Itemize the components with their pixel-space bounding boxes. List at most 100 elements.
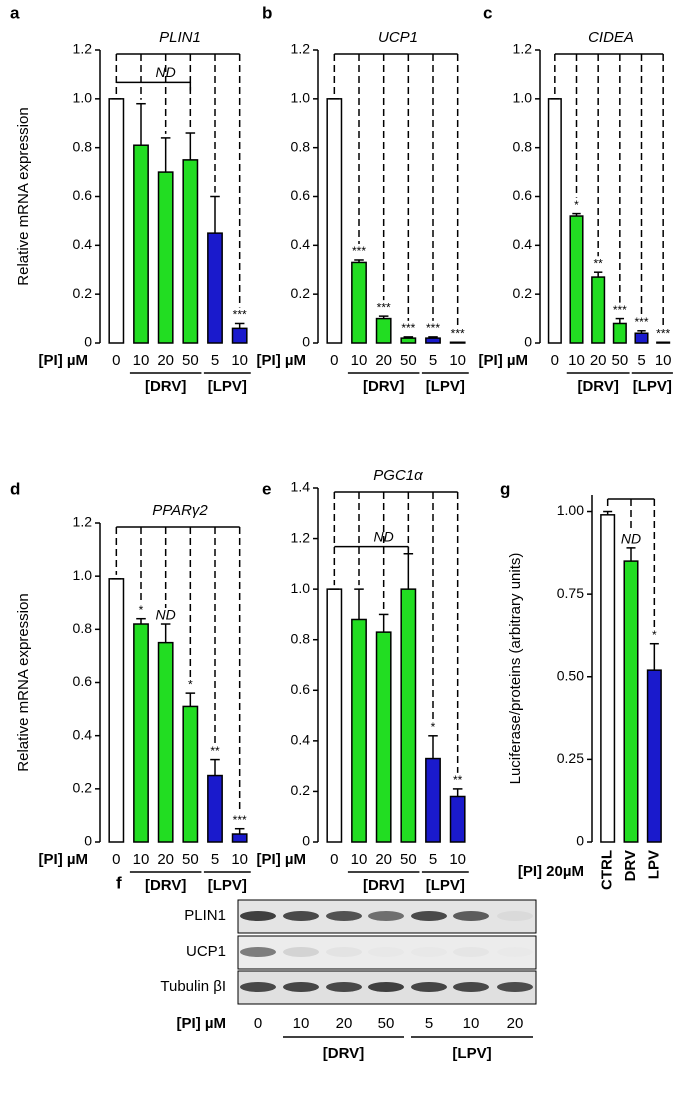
band	[411, 982, 447, 992]
x-axis-label: [PI] µM	[257, 352, 306, 369]
bar	[207, 774, 223, 843]
panel-letter: f	[116, 873, 122, 892]
y-axis-label: Relative mRNA expression	[15, 107, 32, 285]
panel-letter: g	[500, 479, 510, 498]
y-tick-label: 1.0	[291, 580, 311, 596]
band	[411, 947, 447, 957]
band	[326, 982, 362, 992]
significance-label: ***	[613, 303, 627, 317]
x-axis-label: [PI] µM	[257, 851, 306, 868]
bar	[449, 795, 466, 843]
y-axis-label: Luciferase/proteins (arbitrary units)	[507, 553, 524, 785]
x-tick-label: 5	[211, 851, 219, 868]
bar	[600, 514, 616, 843]
bar	[547, 98, 562, 344]
group-label: [LPV]	[426, 378, 465, 395]
x-tick-label: 10	[351, 851, 368, 868]
x-tick-label: 10	[231, 851, 248, 868]
y-tick-label: 1.2	[291, 41, 311, 57]
y-tick-label: 0.2	[73, 285, 93, 301]
y-tick-label: 0.25	[557, 750, 584, 766]
significance-label: *	[139, 603, 144, 617]
x-tick-label: 5	[429, 352, 437, 369]
x-tick-label: 0	[330, 352, 338, 369]
x-tick-label: 10	[133, 851, 150, 868]
x-tick-label: 10	[449, 352, 466, 369]
chart-title: CIDEA	[588, 29, 634, 46]
x-tick-label: 10	[449, 851, 466, 868]
bar	[157, 641, 174, 843]
chart-title: PLIN1	[159, 29, 201, 46]
band	[411, 911, 447, 921]
x-axis-label: [PI] µM	[39, 352, 88, 369]
y-tick-label: 0.8	[73, 138, 93, 154]
significance-label: ***	[352, 244, 366, 258]
band	[497, 911, 533, 921]
group-label: [DRV]	[145, 877, 186, 894]
significance-label: *	[188, 677, 193, 691]
y-tick-label: 0.2	[291, 782, 311, 798]
y-tick-label: 0.2	[73, 780, 93, 796]
band	[326, 947, 362, 957]
significance-label: *	[652, 628, 657, 642]
bar	[400, 337, 417, 344]
band	[368, 911, 404, 921]
x-tick-label: 0	[112, 851, 120, 868]
bar	[400, 588, 417, 843]
significance-label: ***	[634, 315, 648, 329]
panel-letter: c	[483, 3, 492, 22]
x-tick-label: 50	[182, 352, 199, 369]
y-tick-label: 0	[84, 334, 92, 350]
bar	[133, 623, 149, 843]
significance-label: ***	[426, 321, 440, 335]
y-tick-label: 0	[524, 334, 532, 350]
bar	[646, 669, 662, 843]
y-tick-label: 0.4	[73, 726, 93, 742]
bar	[623, 560, 639, 843]
significance-label: ***	[377, 300, 391, 314]
group-label: [DRV]	[323, 1045, 364, 1062]
x-axis-label: [PI] 20µM	[518, 863, 584, 880]
y-tick-label: 1.4	[291, 479, 311, 495]
y-tick-label: 1.2	[73, 514, 93, 530]
bar	[157, 171, 174, 344]
y-tick-label: 0.6	[73, 673, 93, 689]
bar	[182, 159, 199, 344]
annotation: ND	[156, 64, 176, 80]
bar	[326, 98, 343, 344]
bar	[108, 578, 125, 843]
bar	[425, 757, 441, 843]
western-blot	[237, 899, 537, 1005]
x-tick-label: LPV	[645, 850, 662, 879]
x-tick-label: 0	[112, 352, 120, 369]
x-tick-label: 5	[429, 851, 437, 868]
group-label: [LPV]	[208, 378, 247, 395]
y-tick-label: 0.6	[73, 187, 93, 203]
x-tick-label: 50	[400, 851, 417, 868]
y-tick-label: 1.00	[557, 502, 584, 518]
band	[240, 982, 276, 992]
x-tick-label: 10	[568, 352, 585, 369]
x-tick-label: 20	[157, 851, 174, 868]
x-axis-label: [PI] µM	[39, 851, 88, 868]
band	[453, 911, 489, 921]
y-tick-label: 0.50	[557, 667, 584, 683]
y-axis-label: Relative mRNA expression	[15, 593, 32, 771]
group-label: [LPV]	[452, 1045, 491, 1062]
band	[368, 947, 404, 957]
y-tick-label: 1.0	[513, 90, 533, 106]
panel-letter: a	[10, 3, 20, 22]
x-tick-label: 10	[351, 352, 368, 369]
y-tick-label: 1.2	[73, 41, 93, 57]
significance-label: *	[431, 720, 436, 734]
band	[368, 982, 404, 992]
y-tick-label: 0.4	[291, 732, 311, 748]
y-tick-label: 0.4	[291, 236, 311, 252]
band	[453, 982, 489, 992]
y-tick-label: 0.4	[513, 236, 533, 252]
x-axis-label: [PI] µM	[479, 352, 528, 369]
y-tick-label: 0.8	[73, 620, 93, 636]
band	[283, 911, 319, 921]
bar	[351, 618, 367, 843]
